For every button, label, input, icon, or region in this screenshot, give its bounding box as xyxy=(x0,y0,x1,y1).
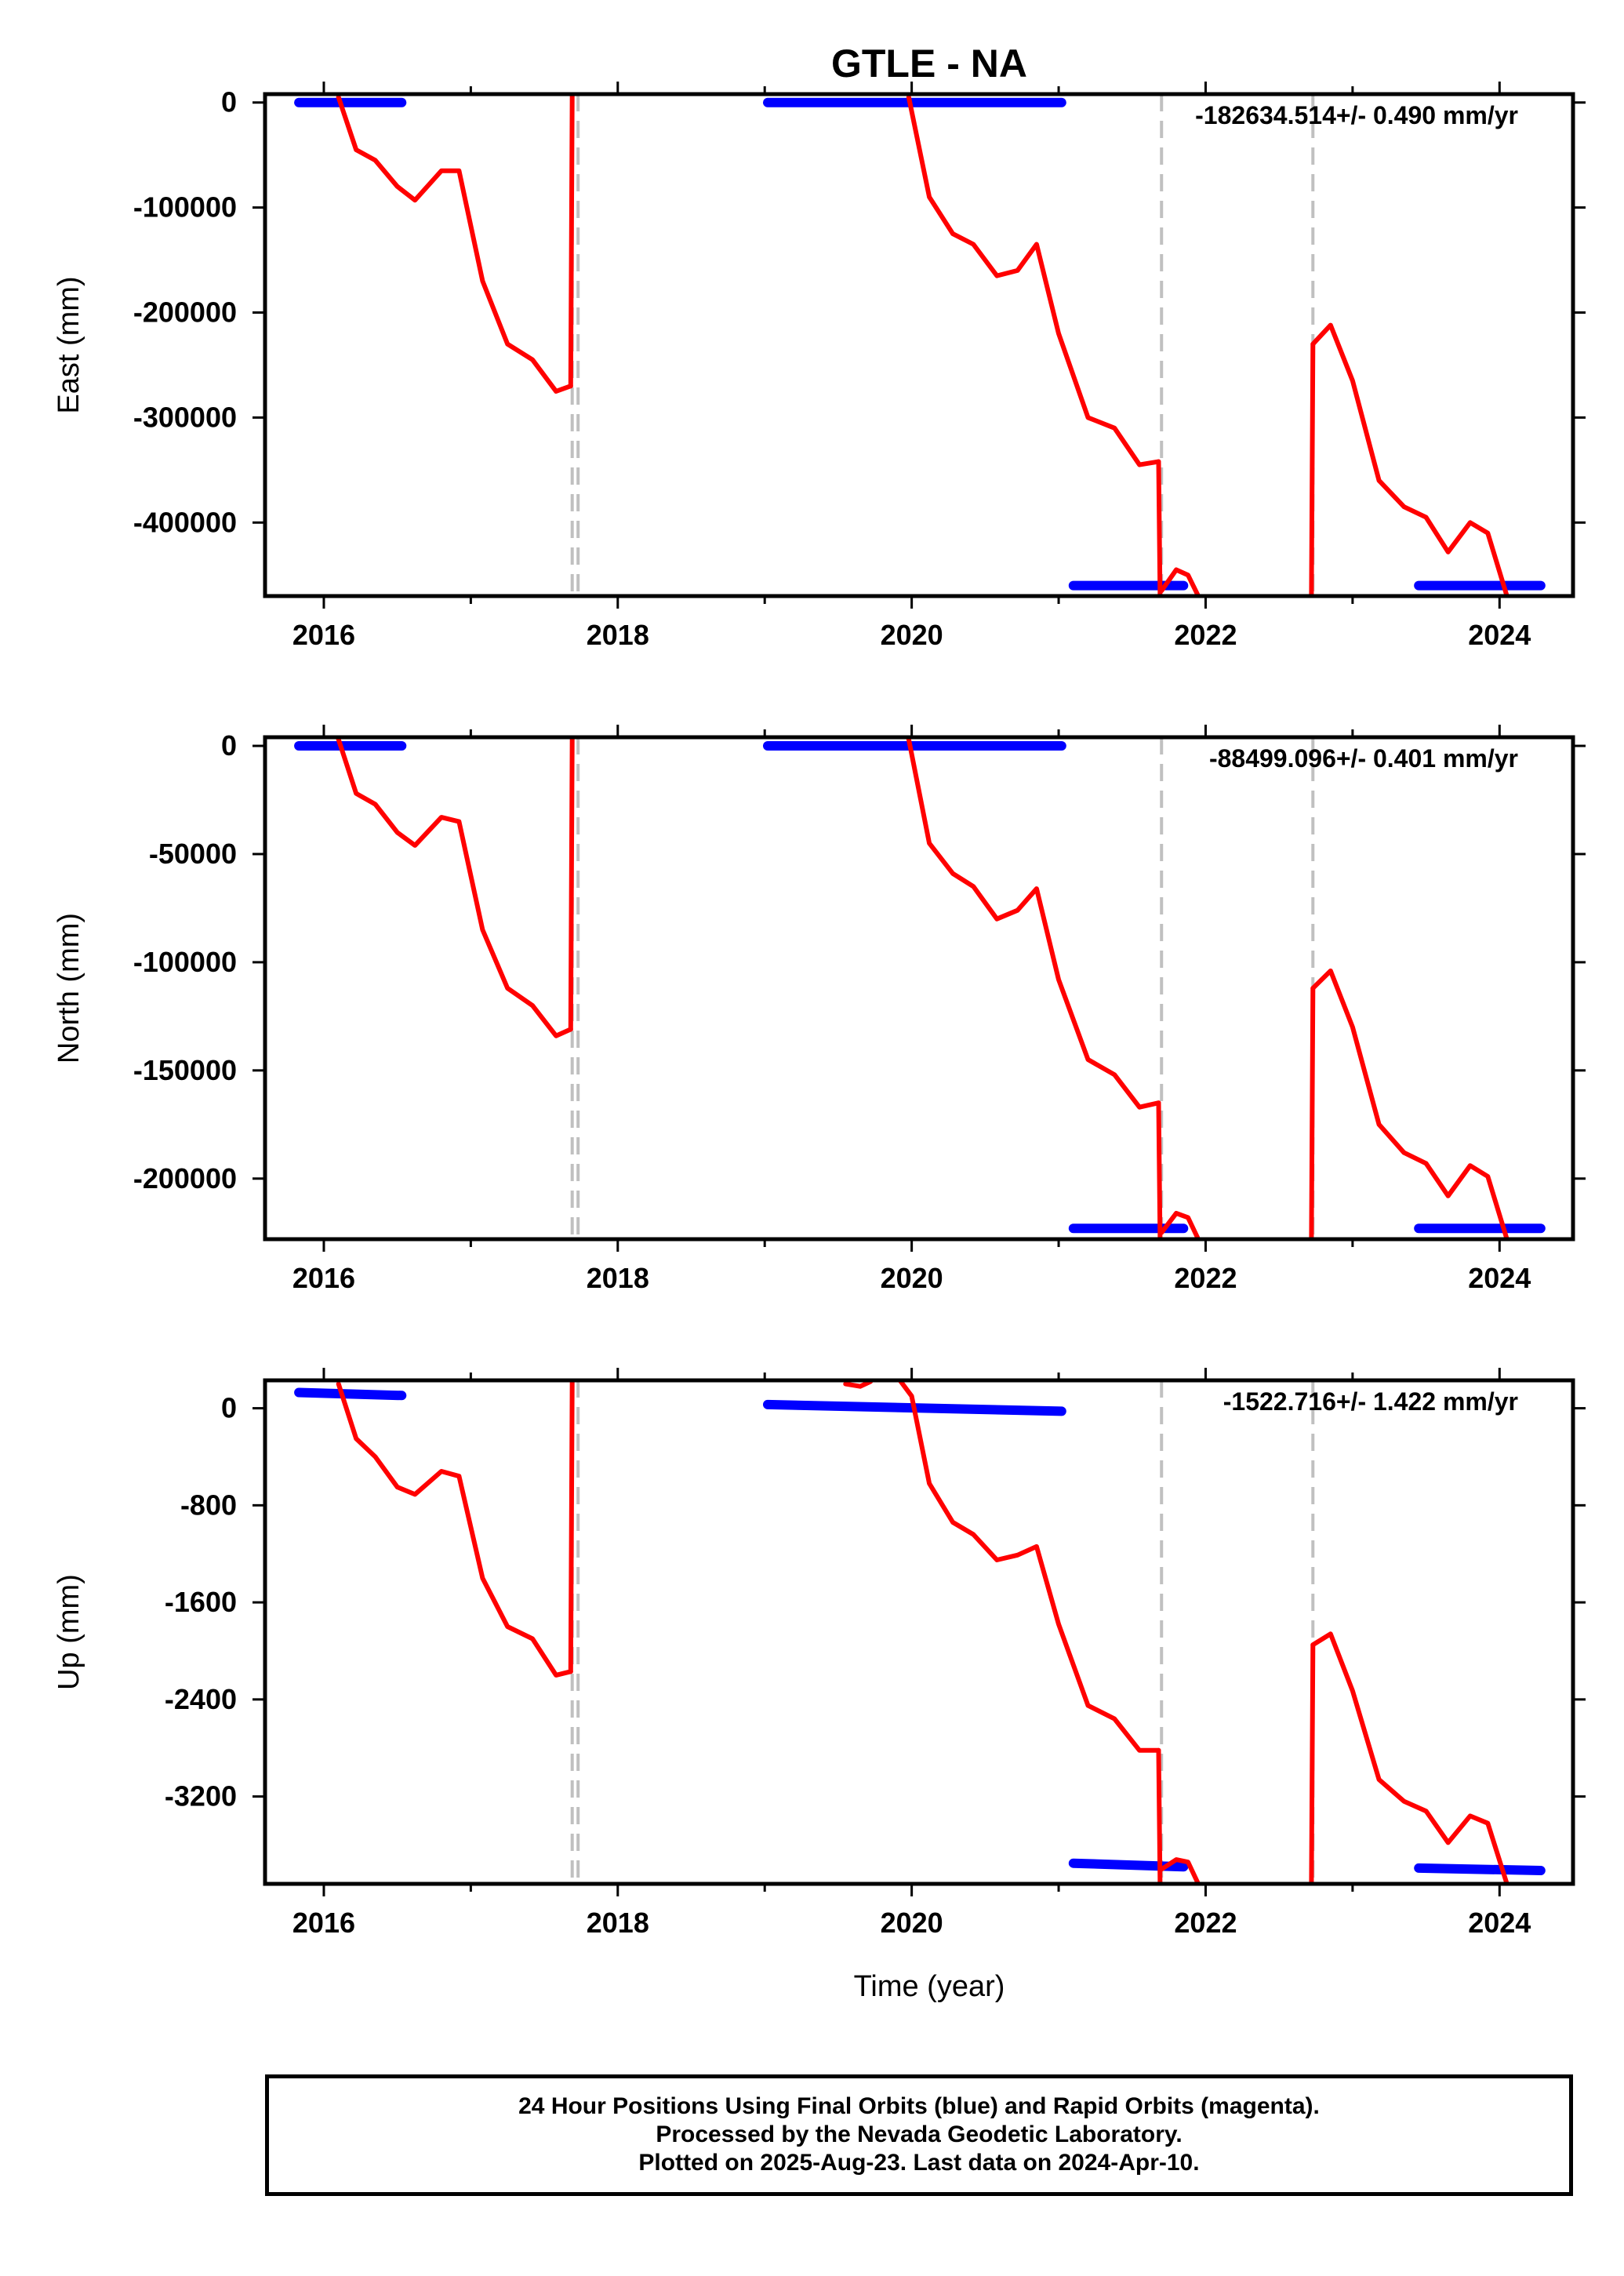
x-axis-label: Time (year) xyxy=(854,1970,1005,2003)
model-curve-segment-1 xyxy=(336,95,573,394)
y-axis-label: East (mm) xyxy=(53,276,85,413)
panel-2: 2016 2018 2020 2022 2024 0 -50000 -100000 -15000… xyxy=(53,725,1586,1294)
x-tick-label: 2016 xyxy=(292,1262,355,1294)
panel-frame xyxy=(263,92,1575,598)
y-tick-label: -100000 xyxy=(133,191,237,224)
final-orbit-segment-4 xyxy=(1414,1863,1546,1875)
y-axis-label: Up (mm) xyxy=(53,1574,85,1690)
model-curve-segment-4 xyxy=(1156,1100,1163,1239)
y-tick-label: -150000 xyxy=(133,1054,237,1086)
plot-area xyxy=(294,1380,1546,1884)
model-curve-segment-8 xyxy=(1310,1631,1510,1884)
y-tick-label: -800 xyxy=(180,1489,237,1521)
model-curve-segment-6 xyxy=(1159,1857,1201,1884)
model-curve-segment-5 xyxy=(1159,1210,1201,1239)
rate-label: -1522.716+/- 1.422 mm/yr xyxy=(1223,1387,1518,1416)
y-tick-label: -2400 xyxy=(165,1683,237,1715)
model-curve-segment-4 xyxy=(897,1380,1161,1753)
y-tick-label: -50000 xyxy=(149,838,237,870)
model-curve-segment-7 xyxy=(1310,322,1510,596)
y-tick-label: -100000 xyxy=(133,946,237,978)
model-curve-segment-1 xyxy=(336,737,573,1038)
panel-frame xyxy=(263,1378,1575,1886)
x-tick-label: 2018 xyxy=(587,619,649,651)
x-tick-label: 2024 xyxy=(1468,1262,1531,1294)
model-curve-segment-2 xyxy=(568,737,575,1032)
rate-label: -182634.514+/- 0.490 mm/yr xyxy=(1195,101,1518,129)
chart-title: GTLE - NA xyxy=(831,42,1027,85)
x-tick-label: 2018 xyxy=(587,1907,649,1939)
y-tick-label: -3200 xyxy=(165,1780,237,1812)
model-curve-segment-5 xyxy=(1156,1747,1163,1884)
panel-frame xyxy=(263,735,1575,1242)
final-orbit-segment-1 xyxy=(294,1387,407,1401)
y-tick-label: -300000 xyxy=(133,401,237,433)
x-tick-label: 2020 xyxy=(881,619,943,651)
y-axis-label: North (mm) xyxy=(53,913,85,1063)
y-tick-label: -1600 xyxy=(165,1586,237,1618)
model-curve-segment-2 xyxy=(568,1380,575,1674)
y-tick-label: 0 xyxy=(221,1392,237,1424)
x-tick-label: 2022 xyxy=(1174,1262,1237,1294)
model-curve-segment-5 xyxy=(1159,567,1201,596)
plot-area xyxy=(294,94,1546,596)
y-tick-label: -200000 xyxy=(133,296,237,328)
x-tick-label: 2024 xyxy=(1468,1907,1531,1939)
x-tick-label: 2022 xyxy=(1174,1907,1237,1939)
plot-area xyxy=(294,737,1546,1239)
model-curve-segment-6 xyxy=(1309,986,1316,1239)
caption-line-1: 24 Hour Positions Using Final Orbits (bl… xyxy=(518,2093,1320,2119)
model-curve-segment-2 xyxy=(568,94,575,389)
model-curve-segment-7 xyxy=(1309,1642,1316,1884)
panel-3: 2016 2018 2020 2022 2024 0 -800 -1600 -2400 -3200… xyxy=(53,1368,1586,1939)
rate-label: -88499.096+/- 0.401 mm/yr xyxy=(1209,744,1518,773)
model-curve-segment-3 xyxy=(906,737,1161,1110)
x-tick-label: 2020 xyxy=(881,1907,943,1939)
model-curve-segment-3 xyxy=(906,95,1161,467)
x-tick-label: 2018 xyxy=(587,1262,649,1294)
model-curve-segment-4 xyxy=(1156,459,1163,596)
caption-box: 24 Hour Positions Using Final Orbits (bl… xyxy=(265,2074,1573,2196)
model-curve-segment-6 xyxy=(1309,341,1316,596)
caption-line-3: Plotted on 2025-Aug-23. Last data on 202… xyxy=(638,2150,1200,2176)
model-curve-segment-7 xyxy=(1310,968,1510,1239)
y-tick-label: -400000 xyxy=(133,506,237,538)
x-tick-label: 2022 xyxy=(1174,619,1237,651)
panel-1: 2016 2018 2020 2022 2024 0 -100000 -200000 -3000… xyxy=(53,82,1586,651)
caption-line-2: Processed by the Nevada Geodetic Laborat… xyxy=(656,2121,1183,2147)
x-tick-label: 2024 xyxy=(1468,619,1531,651)
y-tick-label: -200000 xyxy=(133,1162,237,1194)
x-tick-label: 2016 xyxy=(292,1907,355,1939)
model-curve-segment-3 xyxy=(843,1380,874,1389)
y-tick-label: 0 xyxy=(221,729,237,762)
model-curve-segment-1 xyxy=(336,1381,573,1678)
x-tick-label: 2020 xyxy=(881,1262,943,1294)
x-tick-label: 2016 xyxy=(292,619,355,651)
y-tick-label: 0 xyxy=(221,86,237,118)
